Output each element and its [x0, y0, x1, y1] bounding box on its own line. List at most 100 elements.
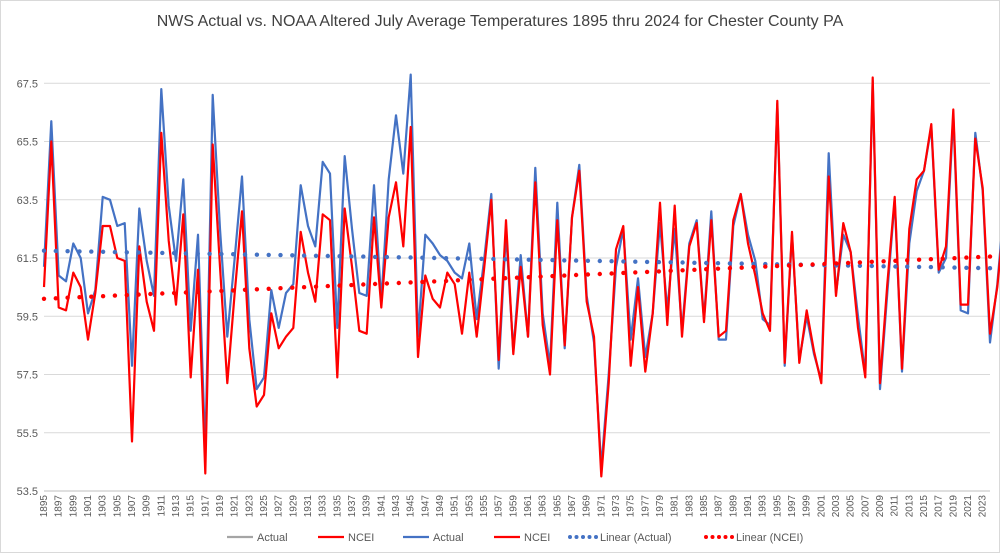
trend-dot	[77, 249, 82, 254]
legend-swatch-dot	[704, 535, 708, 539]
trend-dot	[964, 255, 969, 260]
x-tick-label: 1973	[611, 495, 622, 518]
y-tick-label: 67.5	[17, 78, 38, 90]
trend-dot	[503, 257, 508, 262]
trend-dot	[538, 257, 543, 263]
trend-dot	[112, 249, 118, 255]
x-tick-label: 1911	[156, 495, 167, 517]
legend-swatch-dot	[730, 535, 734, 539]
trend-dot	[573, 258, 579, 263]
trend-dot	[65, 249, 70, 254]
trend-dot	[53, 296, 58, 301]
trend-dot	[100, 249, 106, 254]
trend-dot	[278, 252, 283, 258]
trend-dot	[715, 261, 721, 266]
trend-dot	[786, 263, 792, 268]
series-linear-ncei	[41, 254, 993, 301]
trend-dot	[242, 287, 248, 292]
trend-dot	[325, 283, 330, 289]
x-tick-label: 1923	[244, 495, 255, 518]
trend-dot	[420, 279, 425, 285]
trend-dot	[89, 249, 94, 254]
trend-dot	[231, 288, 236, 293]
x-tick-label: 1957	[494, 495, 505, 518]
x-tick-label: 1917	[200, 495, 211, 518]
legend-swatch-dot	[581, 535, 585, 539]
trend-dot	[692, 267, 697, 272]
x-tick-label: 1951	[450, 495, 461, 518]
trend-dot	[940, 265, 945, 270]
chart-title: NWS Actual vs. NOAA Altered July Average…	[157, 13, 844, 30]
legend-item: Linear (NCEI)	[704, 532, 803, 544]
x-tick-label: 1929	[288, 495, 299, 518]
legend-label: Linear (NCEI)	[736, 532, 803, 544]
legend-item: Linear (Actual)	[568, 532, 672, 544]
trend-dot	[526, 275, 531, 280]
trend-dot	[976, 265, 981, 271]
x-tick-label: 1995	[772, 495, 783, 518]
trend-dot	[124, 292, 129, 298]
x-tick-label: 1947	[420, 495, 431, 518]
y-tick-label: 55.5	[17, 428, 38, 440]
trend-dot	[550, 273, 555, 279]
x-tick-label: 2017	[934, 495, 945, 518]
x-tick-label: 1915	[186, 495, 197, 518]
x-tick-label: 2013	[904, 495, 915, 518]
trend-dot	[668, 268, 673, 273]
x-tick-label: 1941	[376, 495, 387, 518]
trend-dot	[408, 280, 413, 285]
x-tick-label: 1919	[215, 495, 226, 518]
trend-dot	[349, 254, 354, 259]
x-tick-label: 1943	[391, 495, 402, 518]
trend-dot	[798, 262, 803, 268]
trend-dot	[987, 254, 993, 259]
x-tick-label: 1983	[684, 495, 695, 518]
trend-dot	[763, 264, 768, 269]
trend-dot	[964, 265, 969, 270]
trend-dot	[905, 258, 910, 263]
legend-swatch-dot	[717, 535, 721, 539]
x-tick-label: 1939	[362, 495, 373, 518]
trend-dot	[916, 264, 922, 270]
trend-dot	[940, 256, 945, 261]
trend-dot	[621, 270, 626, 276]
trend-dot	[384, 281, 390, 286]
trend-dot	[325, 253, 330, 259]
trend-dot	[739, 261, 744, 266]
trend-dot	[916, 257, 922, 262]
x-tick-label: 1967	[567, 495, 578, 518]
trend-dot	[704, 260, 709, 266]
trend-dot	[124, 250, 129, 255]
trend-dot	[928, 264, 934, 270]
trend-dot	[290, 285, 295, 290]
trend-dot	[89, 294, 94, 299]
trend-dot	[171, 290, 177, 296]
x-tick-label: 1977	[640, 495, 651, 518]
trend-dot	[301, 253, 307, 258]
trend-dot	[692, 260, 697, 265]
trend-dot	[751, 261, 756, 267]
x-tick-label: 1965	[552, 495, 563, 518]
x-tick-label: 2023	[978, 495, 989, 518]
trend-dot	[408, 255, 413, 260]
series-ncei-line	[42, 76, 1000, 478]
trend-dot	[396, 255, 401, 260]
trend-dot	[219, 251, 224, 257]
x-tick-label: 1955	[479, 495, 490, 518]
legend-item: NCEI	[318, 532, 374, 544]
legend-swatch-dot	[710, 535, 715, 539]
legend-swatch-dot	[574, 535, 579, 539]
trend-dot	[420, 255, 425, 260]
x-tick-label: 1935	[332, 495, 343, 518]
x-tick-label: 1981	[670, 495, 681, 518]
trend-dot	[514, 275, 520, 280]
trend-dot	[266, 286, 271, 291]
x-tick-label: 1963	[538, 495, 549, 518]
x-tick-label: 1933	[318, 495, 329, 518]
trend-dot	[881, 264, 886, 269]
trend-dot	[313, 253, 319, 258]
trend-dot	[633, 270, 638, 275]
trend-dot	[183, 251, 189, 256]
trend-dot	[479, 256, 484, 261]
